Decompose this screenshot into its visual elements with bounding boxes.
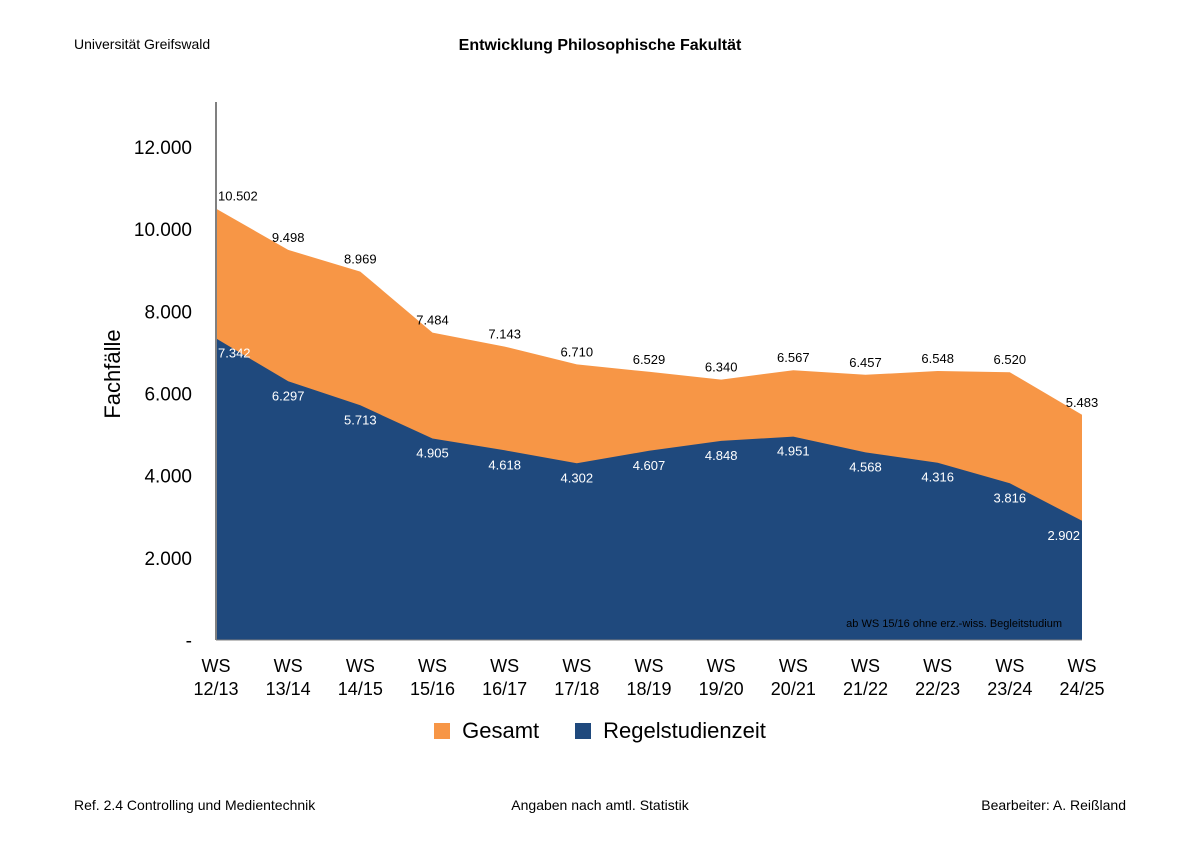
x-tick-label: WS 13/14 bbox=[266, 656, 311, 699]
data-label-gesamt: 8.969 bbox=[344, 252, 377, 267]
x-tick-label: WS 20/21 bbox=[771, 656, 816, 699]
header-institution: Universität Greifswald bbox=[74, 36, 211, 52]
x-tick-label: WS 12/13 bbox=[193, 656, 238, 699]
legend-swatch-regelstudienzeit bbox=[575, 723, 592, 739]
y-tick-label: 4.000 bbox=[144, 467, 192, 488]
data-label-regelstudienzeit: 4.905 bbox=[416, 446, 449, 461]
data-label-gesamt: 6.710 bbox=[561, 344, 594, 359]
chart-annotation: ab WS 15/16 ohne erz.-wiss. Begleitstudi… bbox=[846, 618, 1062, 630]
area-regelstudienzeit bbox=[216, 338, 1082, 640]
chart-axes bbox=[215, 102, 1082, 641]
footer-author: Bearbeiter: A. Reißland bbox=[981, 797, 1126, 813]
data-label-regelstudienzeit: 4.316 bbox=[921, 470, 954, 485]
x-tick-label: WS 16/17 bbox=[482, 656, 527, 699]
data-label-gesamt: 6.457 bbox=[849, 355, 882, 370]
y-tick-label: 10.000 bbox=[134, 220, 192, 241]
y-tick-label: 6.000 bbox=[144, 385, 192, 406]
x-tick-label: WS 14/15 bbox=[338, 656, 383, 699]
x-tick-label: WS 19/20 bbox=[699, 656, 744, 699]
data-label-gesamt: 7.484 bbox=[416, 313, 449, 328]
data-label-gesamt: 6.567 bbox=[777, 350, 810, 365]
data-label-gesamt: 6.340 bbox=[705, 360, 738, 375]
footer-source: Angaben nach amtl. Statistik bbox=[511, 797, 689, 813]
legend-swatch-gesamt bbox=[434, 723, 451, 739]
x-tick-label: WS 23/24 bbox=[987, 656, 1032, 699]
data-label-gesamt: 5.483 bbox=[1066, 395, 1099, 410]
data-label-regelstudienzeit: 4.568 bbox=[849, 459, 882, 474]
x-tick-label: WS 15/16 bbox=[410, 656, 455, 699]
data-label-regelstudienzeit: 4.607 bbox=[633, 458, 666, 473]
x-tick-labels: WS 12/13 WS 13/14 WS 14/15 WS 15/16 WS 16/17 WS 17/… bbox=[193, 656, 1104, 699]
y-tick-label: 12.000 bbox=[134, 138, 192, 159]
y-axis-label: Fachfälle bbox=[100, 329, 125, 418]
data-label-regelstudienzeit: 4.951 bbox=[777, 444, 810, 459]
legend-label-gesamt: Gesamt bbox=[462, 718, 540, 743]
x-tick-label: WS 24/25 bbox=[1059, 656, 1104, 699]
x-tick-label: WS 21/22 bbox=[843, 656, 888, 699]
data-label-regelstudienzeit: 3.816 bbox=[994, 490, 1027, 505]
data-label-gesamt: 6.529 bbox=[633, 352, 666, 367]
data-label-regelstudienzeit: 5.713 bbox=[344, 412, 377, 427]
chart-title: Entwicklung Philosophische Fakultät bbox=[458, 37, 742, 54]
legend-item-regelstudienzeit: Regelstudienzeit bbox=[575, 718, 766, 744]
data-labels: 10.502 9.498 8.969 7.484 7.143 6.710 6.529 6.34… bbox=[218, 189, 1098, 543]
x-tick-label: WS 22/23 bbox=[915, 656, 960, 699]
data-label-gesamt: 6.548 bbox=[921, 351, 954, 366]
data-label-regelstudienzeit: 7.342 bbox=[218, 345, 251, 360]
data-label-gesamt: 10.502 bbox=[218, 189, 258, 204]
footer-department: Ref. 2.4 Controlling und Medientechnik bbox=[74, 797, 316, 813]
data-label-regelstudienzeit: 2.902 bbox=[1047, 528, 1080, 543]
data-label-regelstudienzeit: 4.848 bbox=[705, 448, 738, 463]
data-label-regelstudienzeit: 6.297 bbox=[272, 388, 305, 403]
legend-label-regelstudienzeit: Regelstudienzeit bbox=[603, 718, 766, 743]
x-tick-label: WS 18/19 bbox=[626, 656, 671, 699]
data-label-gesamt: 9.498 bbox=[272, 230, 305, 245]
data-label-regelstudienzeit: 4.302 bbox=[561, 470, 594, 485]
x-tick-label: WS 17/18 bbox=[554, 656, 599, 699]
data-label-gesamt: 7.143 bbox=[488, 327, 521, 342]
y-tick-label: 2.000 bbox=[144, 549, 192, 570]
y-tick-labels: - 2.000 4.000 6.000 8.000 10.000 12.000 bbox=[134, 138, 192, 652]
chart-areas bbox=[216, 208, 1082, 640]
data-label-regelstudienzeit: 4.618 bbox=[488, 457, 521, 472]
y-tick-label: - bbox=[186, 631, 192, 652]
data-label-gesamt: 6.520 bbox=[994, 352, 1027, 367]
legend-item-gesamt: Gesamt bbox=[434, 718, 539, 744]
legend: Gesamt Regelstudienzeit bbox=[0, 718, 1200, 744]
y-tick-label: 8.000 bbox=[144, 302, 192, 323]
